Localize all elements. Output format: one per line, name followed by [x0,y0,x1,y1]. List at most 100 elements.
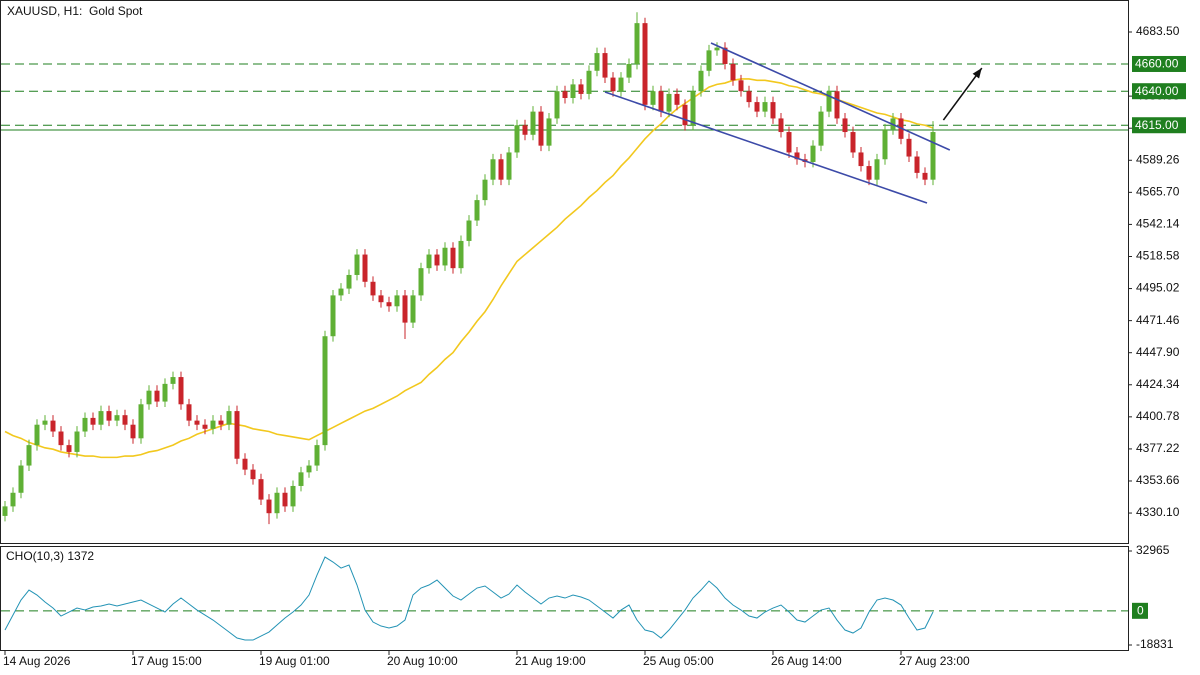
x-tick-label: 21 Aug 19:00 [515,654,586,668]
candle-body [786,132,792,153]
candle-body [610,77,616,92]
candle-body [762,102,768,112]
candle-body [922,172,928,180]
candle-body [906,138,912,157]
moving-average [4,78,934,459]
candle-body [178,377,184,405]
candle-body [306,465,312,473]
candle-body [298,472,304,486]
zero-label: 0 [1137,603,1144,617]
candle-body [2,506,8,516]
candle-body [330,295,336,337]
y-tick-label: 4353.66 [1136,473,1180,487]
main-frame [0,0,1129,544]
x-tick-label: 19 Aug 01:00 [259,654,330,668]
candle-body [58,431,64,446]
candle-body [538,111,544,146]
zero-label-box [1132,602,1148,619]
candle-body [378,295,384,303]
candle-body [714,47,720,51]
candle-body [770,102,776,119]
y-tick-label: 4424.34 [1136,377,1180,391]
candle-body [882,129,888,160]
level-label-box [1132,83,1186,100]
candle-body [370,281,376,296]
y-tick-label: 32965 [1136,543,1170,557]
candle-body [458,240,464,269]
candle-body [442,247,448,266]
candle-body [570,84,576,99]
candle-body [138,404,144,439]
candle-body [826,91,832,112]
candle-body [362,254,368,282]
y-tick-label: 4683.50 [1136,24,1180,38]
level-label: 4615.00 [1135,118,1179,132]
candle-body [634,23,640,64]
candle-body [754,102,760,112]
y-tick-label: 4447.90 [1136,345,1180,359]
candle-body [698,70,704,92]
candle-body [386,302,392,307]
candle-body [674,93,680,105]
y-tick-label: 4377.22 [1136,441,1180,455]
candle-body [474,200,480,221]
candle-body [866,166,872,180]
candle-body [426,254,432,269]
candle-body [562,91,568,99]
candle-body [514,125,520,153]
candle-body [202,424,208,429]
candle-body [914,156,920,173]
candle-body [98,411,104,425]
candle-body [722,47,728,64]
candle-body [506,152,512,180]
level-label-box [1132,117,1186,134]
candle-body [626,63,632,78]
y-tick-label: 4542.14 [1136,217,1180,231]
candle-body [666,93,672,112]
candle-body [578,84,584,94]
candle-body [250,469,256,480]
candle-body [74,431,80,452]
candle-body [210,420,216,429]
candle-body [322,336,328,446]
candle-body [690,91,696,126]
candle-body [642,23,648,105]
plot-layer: 4683.504636.384612.824589.264565.704542.… [1,12,1186,668]
candle-body [186,404,192,421]
candle-body [498,159,504,180]
candle-body [258,479,264,500]
candle-body [26,445,32,466]
y-tick-label: 4471.46 [1136,313,1180,327]
candle-body [650,91,656,105]
candle-body [818,111,824,146]
x-tick-label: 20 Aug 10:00 [387,654,458,668]
candle-body [218,420,224,425]
candle-body [10,492,16,507]
candle-body [594,53,600,71]
y-tick-label: 4589.26 [1136,152,1180,166]
candle-body [858,152,864,167]
x-tick-label: 17 Aug 15:00 [131,654,202,668]
y-tick-label: 4495.02 [1136,281,1180,295]
candle-body [122,415,128,425]
candle-body [530,111,536,135]
candle-body [490,159,496,180]
candle-body [810,145,816,162]
candle-body [90,417,96,425]
x-tick-label: 26 Aug 14:00 [771,654,842,668]
candle-body [170,377,176,384]
candle-body [346,274,352,289]
candle-body [66,445,72,452]
candle-body [418,268,424,296]
candle-body [266,499,272,514]
indicator-frame [0,546,1129,651]
candle-body [850,132,856,153]
candle-body [146,390,152,405]
candle-body [746,91,752,103]
candle-body [618,77,624,92]
candle-body [842,118,848,133]
candle-body [546,118,552,146]
candle-body [242,458,248,470]
candle-body [338,288,344,296]
